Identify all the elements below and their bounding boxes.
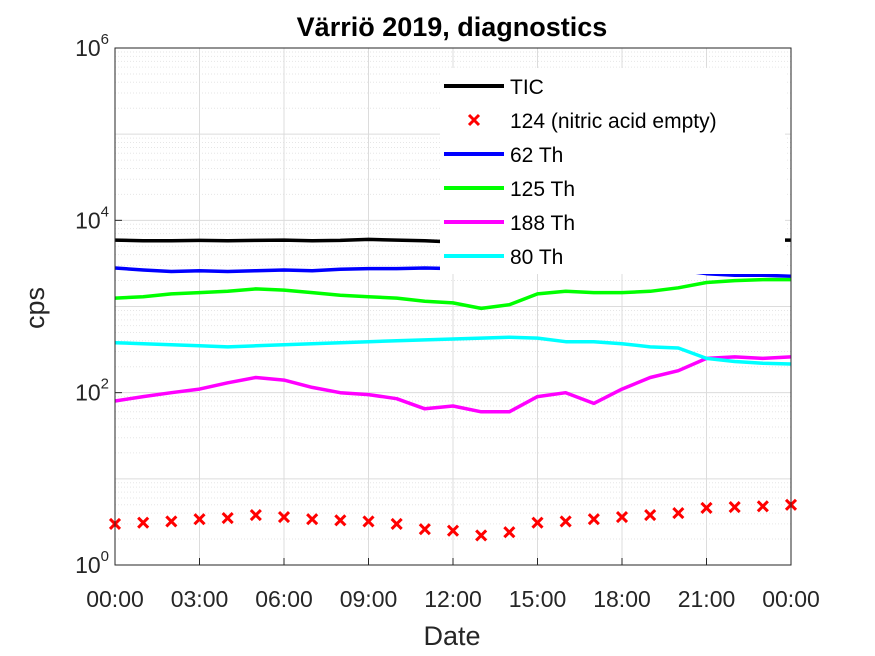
data-point: [221, 512, 234, 525]
legend-label: 80 Th: [510, 246, 563, 269]
plot-series: [108, 237, 798, 542]
legend-label: 188 Th: [510, 212, 575, 235]
x-tick-label: 18:00: [593, 586, 651, 612]
x-tick-label: 12:00: [424, 586, 482, 612]
chart-title: Värriö 2019, diagnostics: [297, 12, 608, 42]
legend-label: 125 Th: [510, 178, 575, 201]
series-line: [114, 277, 791, 311]
series-124-nitric-acid-empty: [108, 498, 798, 542]
x-tick-label: 09:00: [340, 586, 398, 612]
x-tick-label: 21:00: [678, 586, 736, 612]
legend-box: [440, 68, 785, 274]
data-point: [418, 523, 431, 536]
x-tick-label: 15:00: [509, 586, 567, 612]
legend-item: 124 (nitric acid empty): [467, 110, 717, 133]
x-axis: 00:00 03:00 06:00 09:00 12:00 15:00 18:00 21:00…: [86, 558, 820, 612]
legend-items: TIC 124 (nitric acid empty) 62 Th 125 Th 188…: [444, 76, 717, 269]
data-point: [756, 500, 769, 513]
legend-label: TIC: [510, 76, 544, 99]
data-point: [672, 507, 685, 520]
series-80-th: [114, 335, 792, 366]
data-point: [277, 511, 291, 524]
legend-label: 62 Th: [510, 144, 563, 167]
data-point: [390, 517, 403, 530]
data-point: [446, 524, 460, 537]
x-tick-label: 00:00: [762, 586, 820, 612]
legend-item: 188 Th: [444, 212, 575, 235]
y-axis: 100 102 104 106: [75, 31, 122, 578]
y-tick-label: 106: [75, 31, 109, 61]
y-axis-label: cps: [20, 287, 50, 329]
data-point: [165, 515, 178, 528]
data-point: [503, 526, 516, 539]
data-point: [728, 501, 741, 514]
data-point: [644, 508, 657, 522]
data-point: [137, 516, 150, 529]
data-point: [249, 508, 262, 522]
x-tick-label: 00:00: [86, 586, 144, 612]
series-line: [114, 355, 792, 414]
data-point: [362, 515, 375, 528]
legend-marker: [467, 113, 481, 127]
legend-label: 124 (nitric acid empty): [510, 110, 717, 133]
data-point: [475, 529, 488, 542]
data-point: [615, 511, 629, 524]
legend-item: 80 Th: [444, 246, 563, 269]
x-tick-label: 06:00: [255, 586, 313, 612]
legend-item: TIC: [444, 76, 544, 99]
y-tick-label: 100: [75, 548, 109, 578]
legend-item: 125 Th: [444, 178, 575, 201]
legend-item: 62 Th: [444, 144, 563, 167]
series-125-th: [114, 277, 791, 311]
series-line: [114, 335, 792, 366]
data-point: [306, 513, 319, 526]
legend: TIC 124 (nitric acid empty) 62 Th 125 Th 188…: [440, 68, 785, 274]
data-point: [193, 513, 206, 526]
data-point: [587, 513, 600, 526]
data-point: [334, 514, 347, 527]
y-tick-label: 104: [75, 203, 109, 233]
data-point: [531, 516, 544, 529]
x-axis-label: Date: [423, 621, 480, 651]
data-point: [559, 515, 572, 528]
data-point: [700, 501, 713, 514]
series-188-th: [114, 355, 792, 414]
x-tick-label: 03:00: [171, 586, 229, 612]
y-tick-label: 102: [75, 376, 109, 406]
